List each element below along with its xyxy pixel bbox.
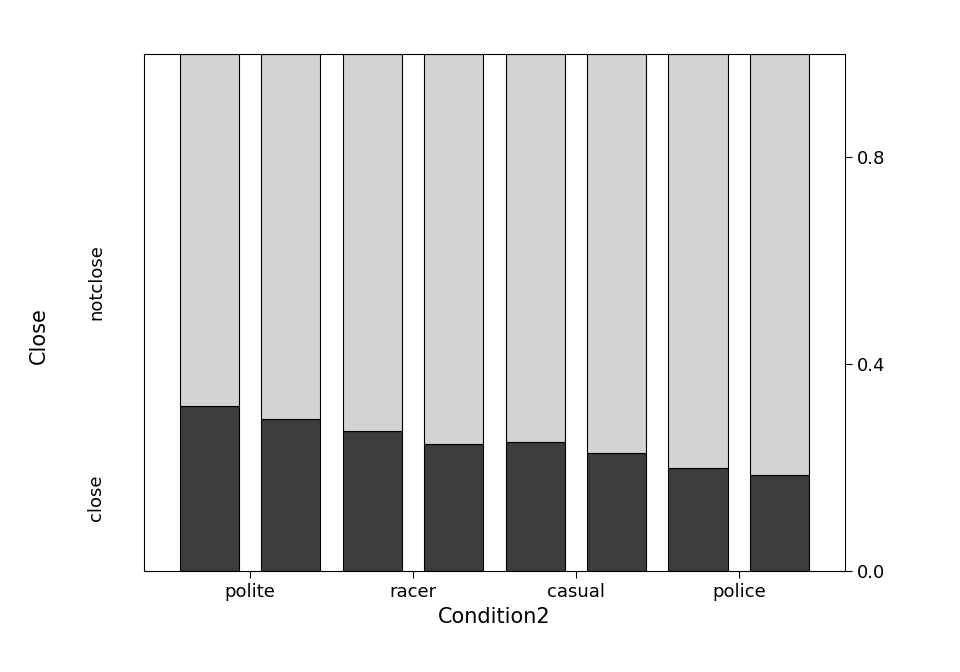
Text: close: close bbox=[87, 474, 105, 521]
Bar bbox=[261, 54, 321, 419]
Text: notclose: notclose bbox=[87, 245, 105, 320]
Bar bbox=[587, 453, 646, 571]
Bar bbox=[261, 419, 321, 571]
Bar bbox=[424, 54, 483, 444]
Bar bbox=[668, 468, 728, 571]
Bar bbox=[750, 54, 809, 476]
Bar bbox=[506, 54, 564, 442]
Bar bbox=[750, 476, 809, 571]
Bar bbox=[587, 54, 646, 453]
Bar bbox=[343, 431, 402, 571]
Text: Close: Close bbox=[29, 308, 48, 364]
Bar bbox=[180, 406, 239, 571]
Bar bbox=[668, 54, 728, 468]
Bar bbox=[506, 442, 564, 571]
Bar bbox=[424, 444, 483, 571]
Bar bbox=[343, 54, 402, 431]
Bar bbox=[180, 54, 239, 406]
X-axis label: Condition2: Condition2 bbox=[438, 607, 551, 626]
